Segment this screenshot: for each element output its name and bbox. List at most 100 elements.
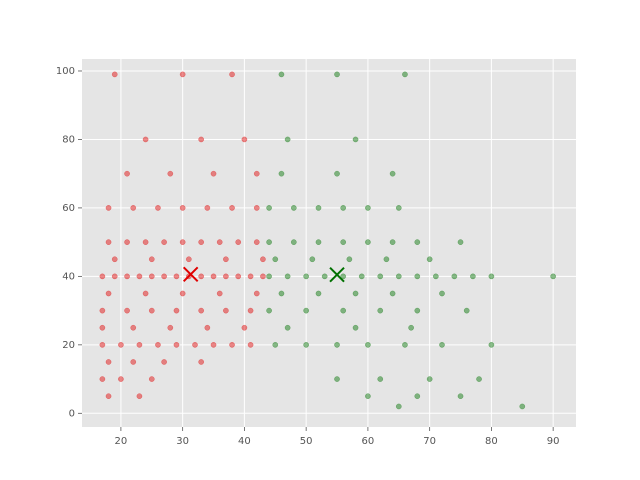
x-tick-label: 80 <box>485 436 498 447</box>
point <box>266 273 272 280</box>
point <box>377 273 384 280</box>
point <box>272 341 279 348</box>
point <box>389 239 396 245</box>
point <box>303 273 310 280</box>
point <box>426 256 433 263</box>
point <box>148 273 155 280</box>
x-tick-label: 50 <box>300 436 313 447</box>
point <box>488 341 495 348</box>
point <box>105 205 112 211</box>
point <box>99 273 106 280</box>
point <box>334 376 340 382</box>
point <box>278 170 285 177</box>
point <box>266 307 272 314</box>
x-tick-label: 20 <box>115 436 128 447</box>
point <box>414 273 421 280</box>
point <box>155 205 161 211</box>
point <box>321 273 328 280</box>
point <box>229 205 235 211</box>
point <box>99 324 106 331</box>
point <box>253 205 260 211</box>
point <box>142 290 149 297</box>
point <box>284 324 291 331</box>
point <box>111 273 118 280</box>
point <box>130 324 137 331</box>
point <box>457 239 464 245</box>
point <box>142 239 149 245</box>
point <box>272 256 279 263</box>
plot-area <box>82 59 576 427</box>
point <box>179 205 186 211</box>
point <box>235 273 242 280</box>
point <box>278 71 285 78</box>
point <box>315 239 322 245</box>
point <box>148 307 155 314</box>
point <box>216 239 223 245</box>
point <box>136 341 143 348</box>
point <box>155 341 161 348</box>
point <box>439 290 445 297</box>
point <box>395 205 402 211</box>
point <box>148 256 155 263</box>
centroid <box>329 266 345 283</box>
point <box>198 307 205 314</box>
point <box>204 324 211 331</box>
point <box>340 273 347 280</box>
point <box>352 324 359 331</box>
centroid <box>182 266 199 283</box>
point <box>216 290 223 297</box>
point <box>358 273 365 280</box>
y-tick-label: 80 <box>62 134 75 145</box>
point <box>223 307 229 314</box>
point <box>179 290 186 297</box>
point <box>340 307 347 314</box>
point <box>241 136 248 143</box>
point <box>229 341 235 348</box>
point <box>223 256 229 263</box>
point <box>315 205 322 211</box>
point <box>179 71 186 78</box>
point <box>426 376 433 382</box>
point <box>105 359 112 365</box>
point <box>389 170 396 177</box>
point <box>451 273 458 280</box>
point <box>210 341 217 348</box>
point <box>463 307 470 314</box>
point <box>414 239 421 245</box>
point <box>111 71 118 78</box>
x-tick-label: 30 <box>176 436 189 447</box>
point <box>303 341 310 348</box>
x-tick-label: 40 <box>238 436 251 447</box>
point <box>223 273 229 280</box>
point <box>408 324 414 331</box>
point <box>198 136 205 143</box>
point <box>99 376 106 382</box>
point <box>161 239 167 245</box>
point <box>340 205 347 211</box>
point <box>365 341 371 348</box>
point <box>315 290 322 297</box>
point <box>550 273 557 280</box>
point <box>290 239 297 245</box>
point <box>136 393 143 400</box>
point <box>290 205 297 211</box>
y-tick-label: 60 <box>62 203 75 214</box>
point <box>161 273 167 280</box>
point <box>395 273 402 280</box>
point <box>210 273 217 280</box>
point <box>488 273 495 280</box>
point <box>124 170 130 177</box>
point <box>389 290 396 297</box>
point <box>99 307 106 314</box>
point <box>266 205 272 211</box>
point <box>204 205 211 211</box>
point <box>402 71 408 78</box>
point <box>260 256 266 263</box>
point <box>266 239 272 245</box>
x-tick-label: 90 <box>547 436 560 447</box>
point <box>278 290 285 297</box>
point <box>309 256 316 263</box>
y-tick-label: 20 <box>62 340 75 351</box>
point <box>105 290 112 297</box>
